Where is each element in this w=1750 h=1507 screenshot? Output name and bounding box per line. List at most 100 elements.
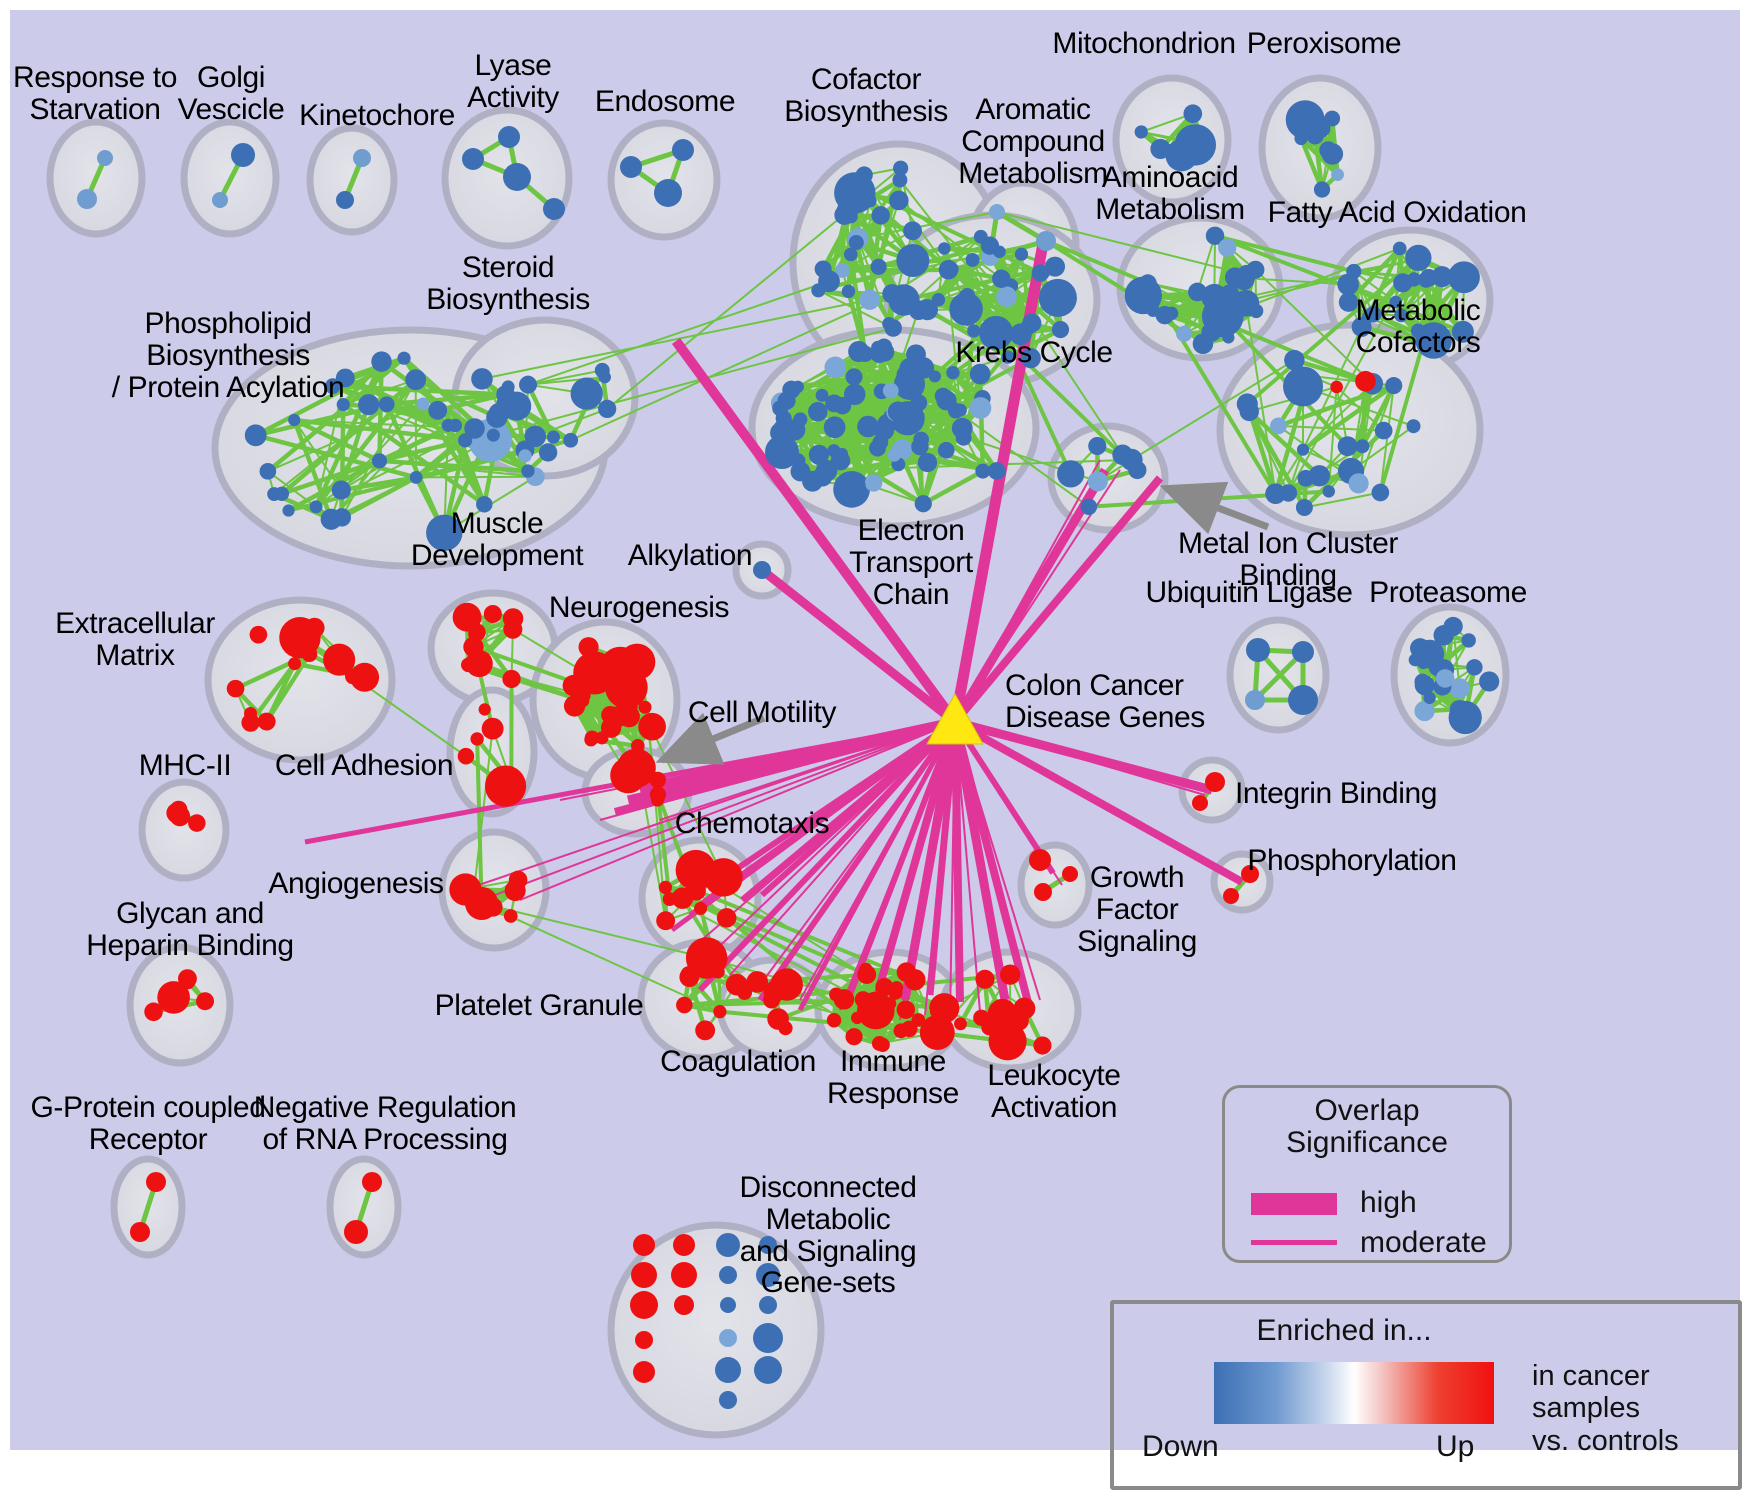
gene-set-node[interactable]: [1150, 138, 1171, 160]
gene-set-node[interactable]: [336, 397, 350, 412]
gene-set-node[interactable]: [362, 1172, 382, 1192]
gene-set-node[interactable]: [1308, 465, 1331, 487]
gene-set-node[interactable]: [914, 495, 932, 513]
gene-set-node[interactable]: [1423, 691, 1436, 705]
gene-set-node[interactable]: [1134, 125, 1148, 139]
gene-set-node[interactable]: [1241, 865, 1259, 883]
gene-set-node[interactable]: [1009, 323, 1032, 346]
gene-set-node[interactable]: [1249, 303, 1264, 319]
gene-set-node[interactable]: [845, 1028, 863, 1046]
gene-set-node[interactable]: [1087, 471, 1108, 492]
gene-set-node[interactable]: [1215, 307, 1229, 321]
gene-set-node[interactable]: [946, 366, 960, 380]
gene-set-node[interactable]: [737, 985, 753, 1001]
gene-set-node[interactable]: [1408, 252, 1423, 268]
gene-set-node[interactable]: [716, 908, 737, 928]
gene-set-node[interactable]: [538, 443, 558, 462]
gene-set-node[interactable]: [169, 800, 188, 819]
gene-set-node[interactable]: [324, 378, 341, 395]
colon-cancer-hub-triangle[interactable]: [926, 692, 984, 745]
gene-set-node[interactable]: [654, 179, 682, 207]
disconnected-gene-set-node[interactable]: [633, 1234, 655, 1256]
gene-set-node[interactable]: [605, 706, 628, 729]
gene-set-node[interactable]: [335, 368, 355, 388]
gene-set-node[interactable]: [638, 700, 652, 714]
gene-set-node[interactable]: [1449, 678, 1470, 699]
gene-set-node[interactable]: [656, 911, 676, 931]
gene-set-node[interactable]: [1331, 168, 1344, 182]
gene-set-node[interactable]: [1036, 231, 1056, 251]
gene-set-node[interactable]: [1205, 772, 1225, 792]
cluster-halo-mhc-ii[interactable]: [138, 778, 230, 882]
gene-set-node[interactable]: [1128, 460, 1147, 480]
gene-set-node[interactable]: [844, 383, 866, 406]
gene-set-node[interactable]: [928, 370, 941, 383]
gene-set-node[interactable]: [993, 245, 1006, 259]
gene-set-node[interactable]: [1374, 421, 1393, 440]
gene-set-node[interactable]: [584, 730, 600, 746]
gene-set-node[interactable]: [543, 198, 565, 220]
gene-set-node[interactable]: [969, 397, 992, 419]
gene-set-node[interactable]: [1295, 499, 1313, 516]
gene-set-node[interactable]: [694, 901, 708, 915]
gene-set-node[interactable]: [144, 1002, 163, 1022]
gene-set-node[interactable]: [1406, 272, 1422, 287]
gene-set-node[interactable]: [1176, 325, 1193, 342]
gene-set-node[interactable]: [672, 139, 694, 161]
gene-set-node[interactable]: [478, 703, 491, 716]
disconnected-gene-set-node[interactable]: [674, 1295, 694, 1315]
gene-set-node[interactable]: [331, 480, 351, 500]
gene-set-node[interactable]: [1414, 673, 1431, 690]
gene-set-node[interactable]: [1406, 419, 1421, 434]
gene-set-node[interactable]: [259, 462, 277, 480]
gene-set-node[interactable]: [323, 643, 356, 676]
gene-set-node[interactable]: [870, 258, 887, 275]
gene-set-node[interactable]: [488, 403, 510, 424]
gene-set-node[interactable]: [772, 400, 789, 417]
gene-set-node[interactable]: [1265, 483, 1286, 505]
gene-set-node[interactable]: [502, 773, 521, 791]
gene-set-node[interactable]: [713, 1005, 727, 1019]
gene-set-node[interactable]: [871, 1036, 887, 1051]
gene-set-node[interactable]: [896, 1000, 916, 1019]
disconnected-gene-set-node[interactable]: [759, 1236, 777, 1254]
gene-set-node[interactable]: [802, 470, 823, 492]
gene-set-node[interactable]: [598, 370, 611, 384]
gene-set-node[interactable]: [1297, 469, 1315, 487]
gene-set-node[interactable]: [975, 463, 991, 479]
gene-set-node[interactable]: [180, 974, 196, 990]
gene-set-node[interactable]: [1461, 633, 1476, 648]
gene-set-node[interactable]: [1223, 888, 1239, 904]
gene-set-node[interactable]: [835, 447, 849, 461]
gene-set-node[interactable]: [481, 717, 504, 740]
gene-set-node[interactable]: [465, 897, 480, 911]
gene-set-node[interactable]: [882, 317, 896, 331]
gene-set-node[interactable]: [937, 441, 955, 459]
gene-set-node[interactable]: [864, 194, 877, 208]
gene-set-node[interactable]: [483, 604, 502, 624]
gene-set-node[interactable]: [1355, 439, 1370, 454]
gene-set-node[interactable]: [778, 1020, 793, 1036]
gene-set-node[interactable]: [1038, 278, 1077, 317]
gene-set-node[interactable]: [598, 399, 617, 419]
gene-set-node[interactable]: [808, 444, 829, 465]
gene-set-node[interactable]: [989, 204, 1005, 220]
gene-set-node[interactable]: [1218, 238, 1237, 257]
gene-set-node[interactable]: [973, 1009, 990, 1026]
gene-set-node[interactable]: [620, 156, 642, 178]
gene-set-node[interactable]: [992, 269, 1011, 288]
gene-set-node[interactable]: [462, 148, 484, 170]
gene-set-node[interactable]: [1001, 350, 1015, 364]
gene-set-node[interactable]: [658, 880, 673, 895]
gene-set-node[interactable]: [1466, 659, 1483, 676]
gene-set-node[interactable]: [1219, 284, 1240, 305]
gene-set-node[interactable]: [196, 992, 215, 1011]
gene-set-node[interactable]: [857, 415, 879, 438]
gene-set-node[interactable]: [1062, 866, 1078, 882]
gene-set-node[interactable]: [917, 452, 938, 473]
gene-set-node[interactable]: [882, 284, 902, 304]
gene-set-node[interactable]: [1337, 273, 1359, 296]
gene-set-node[interactable]: [931, 293, 946, 307]
gene-set-node[interactable]: [336, 191, 354, 209]
disconnected-gene-set-node[interactable]: [719, 1329, 737, 1347]
